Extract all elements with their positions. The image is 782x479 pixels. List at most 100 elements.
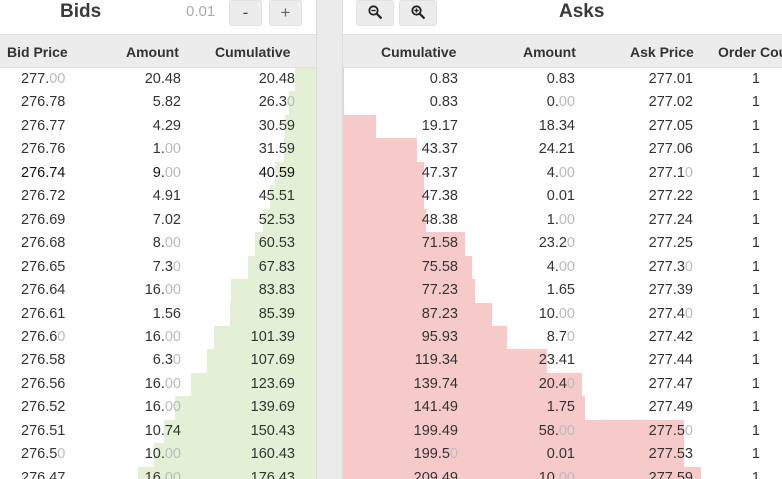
ask-cumulative: 43.37 — [421, 141, 458, 158]
bid-row[interactable]: 276.69 7.02 52.53 — [0, 209, 316, 232]
ask-row[interactable]: 19.17 18.34 277.05 1 — [343, 115, 782, 138]
bid-cumulative: 83.83 — [258, 282, 295, 299]
ask-price: 277.49 — [648, 399, 693, 416]
ask-price-column-header[interactable]: Ask Price — [630, 44, 694, 60]
ask-row[interactable]: 77.23 1.65 277.39 1 — [343, 279, 782, 302]
bid-row[interactable]: 276.77 4.29 30.59 — [0, 115, 316, 138]
bid-row[interactable]: 276.72 4.91 45.51 — [0, 185, 316, 208]
bids-title: Bids — [60, 1, 102, 22]
ask-depth-bar — [343, 325, 507, 350]
ask-cumulative: 141.49 — [413, 399, 458, 416]
bid-cumulative: 67.83 — [258, 258, 295, 275]
bid-price: 276.58 — [21, 352, 66, 369]
zoom-out-button[interactable] — [356, 0, 394, 26]
ask-cumulative-column-header[interactable]: Cumulative — [381, 44, 457, 60]
ask-row[interactable]: 199.50 0.01 277.53 1 — [343, 443, 782, 466]
ask-row[interactable]: 209.49 10.00 277.59 1 — [343, 467, 782, 479]
ask-price: 277.06 — [648, 141, 693, 158]
ask-order-count: 1 — [751, 141, 760, 158]
ask-row[interactable]: 48.38 1.00 277.24 1 — [343, 209, 782, 232]
ask-amount: 0.00 — [546, 94, 575, 111]
ask-depth-bar — [343, 443, 684, 468]
bid-amount: 16.00 — [144, 328, 181, 345]
ask-order-count: 1 — [751, 235, 760, 252]
bid-row[interactable]: 276.60 16.00 101.39 — [0, 326, 316, 349]
bid-row[interactable]: 276.76 1.00 31.59 — [0, 138, 316, 161]
ask-depth-bar — [343, 232, 466, 257]
bid-row[interactable]: 276.64 16.00 83.83 — [0, 279, 316, 302]
bid-cumulative: 139.69 — [250, 399, 295, 416]
ask-depth-bar — [343, 372, 582, 397]
bid-price: 276.69 — [21, 211, 66, 228]
bid-depth-bar — [289, 91, 316, 116]
ask-order-count: 1 — [751, 375, 760, 392]
ask-amount: 4.00 — [546, 258, 575, 275]
ask-price: 277.39 — [648, 282, 693, 299]
ask-row[interactable]: 0.83 0.00 277.02 1 — [343, 91, 782, 114]
ask-amount: 18.34 — [538, 117, 575, 134]
bid-row[interactable]: 277.00 20.48 20.48 — [0, 68, 316, 91]
bid-row[interactable]: 276.51 10.74 150.43 — [0, 420, 316, 443]
ask-amount-column-header[interactable]: Amount — [523, 44, 576, 60]
bid-cumulative-column-header[interactable]: Cumulative — [215, 44, 291, 60]
ask-row[interactable]: 119.34 23.41 277.44 1 — [343, 349, 782, 372]
ask-price: 277.59 — [648, 469, 693, 479]
bid-row[interactable]: 276.65 7.30 67.83 — [0, 256, 316, 279]
bid-row[interactable]: 276.78 5.82 26.30 — [0, 91, 316, 114]
ask-order-count: 1 — [751, 352, 760, 369]
ask-price: 277.10 — [648, 164, 693, 181]
bid-row[interactable]: 276.56 16.00 123.69 — [0, 373, 316, 396]
ask-cumulative: 77.23 — [421, 282, 458, 299]
bid-depth-bar — [229, 302, 316, 327]
zoom-in-button[interactable] — [399, 0, 437, 26]
ask-order-count: 1 — [751, 328, 760, 345]
bid-price: 276.78 — [21, 94, 66, 111]
bid-price: 276.74 — [21, 164, 66, 181]
ask-row[interactable]: 95.93 8.70 277.42 1 — [343, 326, 782, 349]
ask-row[interactable]: 199.49 58.00 277.50 1 — [343, 420, 782, 443]
ask-depth-bar — [343, 114, 376, 139]
ask-row[interactable]: 139.74 20.40 277.47 1 — [343, 373, 782, 396]
ask-cumulative: 209.49 — [413, 469, 458, 479]
bid-row[interactable]: 276.52 16.00 139.69 — [0, 396, 316, 419]
bid-row[interactable]: 276.74 9.00 40.59 — [0, 162, 316, 185]
bid-row[interactable]: 276.61 1.56 85.39 — [0, 303, 316, 326]
ask-amount: 24.21 — [538, 141, 575, 158]
bid-amount: 7.02 — [152, 211, 181, 228]
ask-row[interactable]: 0.83 0.83 277.01 1 — [343, 68, 782, 91]
ask-row[interactable]: 75.58 4.00 277.30 1 — [343, 256, 782, 279]
ask-price: 277.25 — [648, 235, 693, 252]
ask-row[interactable]: 43.37 24.21 277.06 1 — [343, 138, 782, 161]
bid-row[interactable]: 276.50 10.00 160.43 — [0, 443, 316, 466]
ask-amount: 23.20 — [538, 235, 575, 252]
ask-cumulative: 75.58 — [421, 258, 458, 275]
bid-amount-column-header[interactable]: Amount — [126, 44, 179, 60]
ask-row[interactable]: 47.38 0.01 277.22 1 — [343, 185, 782, 208]
zoom-out-icon — [368, 5, 382, 19]
ask-cumulative: 48.38 — [421, 211, 458, 228]
ask-row[interactable]: 141.49 1.75 277.49 1 — [343, 396, 782, 419]
ask-row[interactable]: 47.37 4.00 277.10 1 — [343, 162, 782, 185]
bid-price: 276.60 — [21, 328, 66, 345]
bid-row[interactable]: 276.58 6.30 107.69 — [0, 349, 316, 372]
ask-price: 277.22 — [648, 188, 693, 205]
ask-row[interactable]: 71.58 23.20 277.25 1 — [343, 232, 782, 255]
ask-cumulative: 71.58 — [421, 235, 458, 252]
bid-cumulative: 40.59 — [258, 164, 295, 181]
bid-amount: 4.91 — [152, 188, 181, 205]
bid-row[interactable]: 276.47 16.00 176.43 — [0, 467, 316, 479]
ask-cumulative: 199.50 — [413, 446, 458, 463]
ask-order-count: 1 — [751, 188, 760, 205]
increase-precision-button[interactable]: + — [269, 0, 302, 26]
bid-row[interactable]: 276.68 8.00 60.53 — [0, 232, 316, 255]
ask-order-count: 1 — [751, 305, 760, 322]
ask-row[interactable]: 87.23 10.00 277.40 1 — [343, 303, 782, 326]
order-count-column-header[interactable]: Order Count — [718, 44, 782, 60]
ask-depth-bar — [343, 138, 418, 163]
bid-price-column-header[interactable]: Bid Price — [7, 44, 68, 60]
bid-depth-bar — [137, 466, 316, 479]
ask-price: 277.40 — [648, 305, 693, 322]
decrease-precision-button[interactable]: - — [229, 0, 262, 26]
ask-cumulative: 139.74 — [413, 375, 458, 392]
ask-depth-bar — [343, 302, 493, 327]
